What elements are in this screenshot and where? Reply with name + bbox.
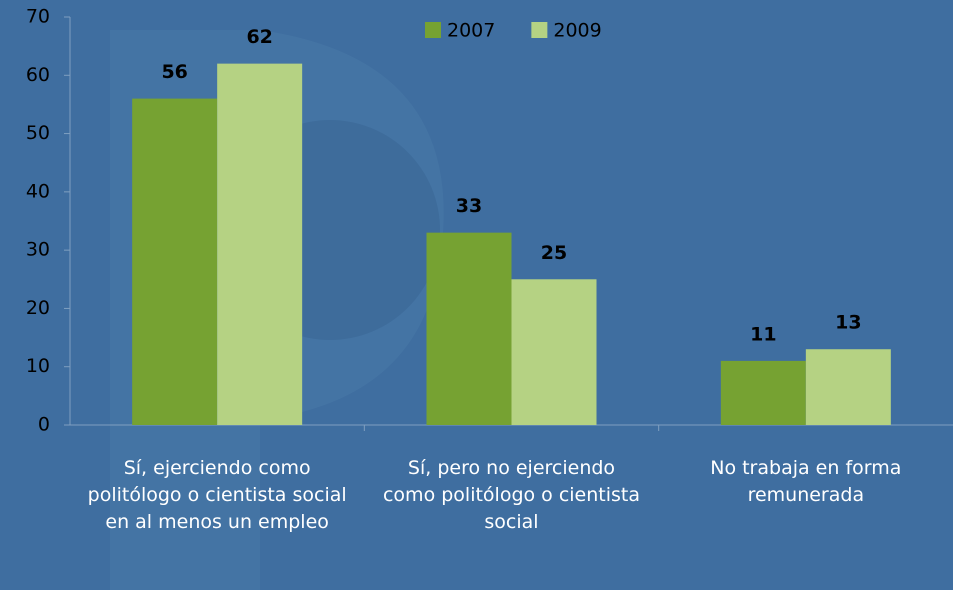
x-tick-label: Sí, pero no ejerciendo como politólogo o… <box>382 457 641 533</box>
legend-label: 2009 <box>553 20 601 42</box>
data-label: 11 <box>750 323 776 345</box>
y-tick-label: 0 <box>38 414 50 436</box>
y-tick-label: 40 <box>26 180 50 202</box>
bar <box>720 360 806 425</box>
data-label: 13 <box>835 312 861 334</box>
legend-swatch <box>531 22 548 38</box>
x-tick-label: No trabaja en forma remunerada <box>710 457 902 506</box>
y-tick-label: 50 <box>26 122 50 144</box>
bar <box>132 98 218 425</box>
bar <box>511 279 597 425</box>
y-tick-label: 60 <box>26 64 50 86</box>
bar <box>217 63 303 425</box>
data-label: 56 <box>161 61 187 83</box>
x-tick-label: Sí, ejerciendo como politólogo o cientis… <box>87 457 347 533</box>
data-label: 33 <box>456 195 482 217</box>
legend-label: 2007 <box>447 20 495 42</box>
data-label: 25 <box>541 242 567 264</box>
bar <box>805 349 891 425</box>
y-tick-label: 30 <box>26 239 50 261</box>
y-tick-label: 10 <box>26 355 50 377</box>
data-label: 62 <box>246 26 272 48</box>
legend-swatch <box>425 22 441 38</box>
y-tick-label: 70 <box>26 6 50 28</box>
bar <box>426 232 512 425</box>
y-tick-label: 20 <box>26 297 50 319</box>
